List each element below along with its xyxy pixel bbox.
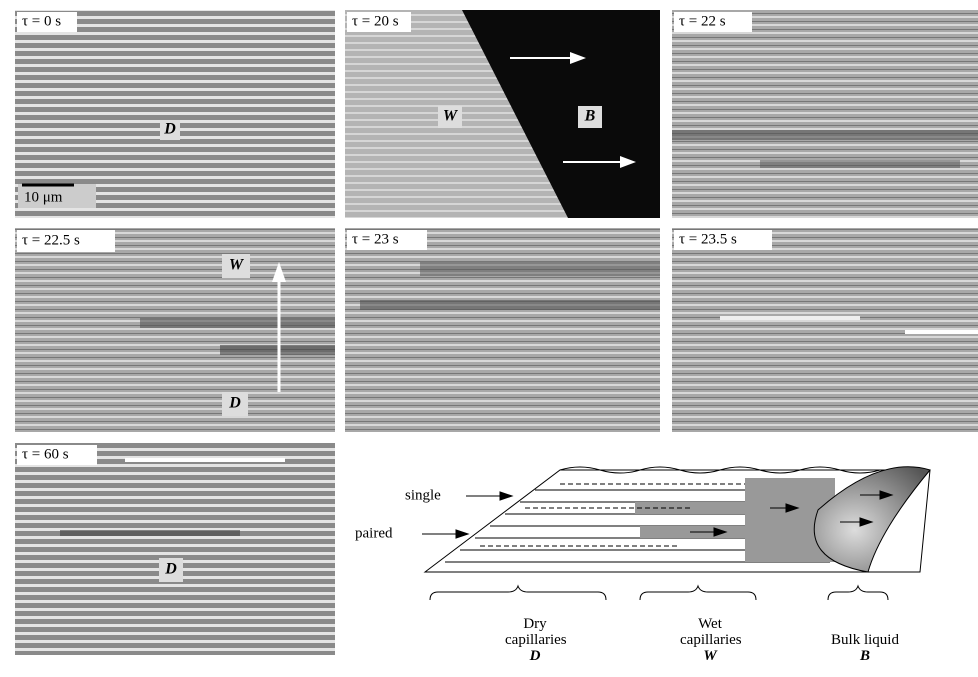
panel: τ = 22 s — [672, 10, 978, 218]
panel: τ = 20 s W B — [345, 10, 660, 218]
callout-label: single — [405, 487, 441, 503]
region-label: B — [584, 108, 596, 125]
time-label: τ = 20 s — [352, 13, 399, 29]
callout-label: paired — [355, 525, 393, 541]
region-name: Dry capillaries — [505, 616, 565, 648]
region-label: D — [163, 121, 176, 138]
time-label: τ = 60 s — [22, 446, 69, 462]
panel: τ = 60 s D — [15, 443, 335, 655]
panel: τ = 23.5 s — [672, 228, 978, 432]
region-caption: Dry capillaries D — [460, 616, 610, 676]
time-label: τ = 23 s — [352, 231, 399, 247]
region-label: D — [164, 561, 177, 578]
panel: τ = 22.5 s W D — [15, 228, 335, 432]
region-label: D — [228, 395, 241, 412]
region-name: Bulk liquid — [790, 632, 940, 648]
region-name: Wet capillaries — [680, 616, 740, 648]
panel: τ = 0 s D 10 μm — [15, 10, 335, 218]
region-caption: Wet capillaries W — [640, 616, 780, 676]
region-symbol: D — [460, 648, 610, 664]
time-label: τ = 22 s — [679, 13, 726, 29]
time-label: τ = 0 s — [22, 13, 61, 29]
region-caption: Bulk liquid B — [790, 632, 940, 676]
scale-bar-label: 10 μm — [24, 189, 63, 205]
figure: τ = 0 s D 10 μm τ = 20 s W B τ = 22 s τ … — [0, 0, 978, 677]
panel: τ = 23 s — [345, 228, 660, 432]
time-label: τ = 22.5 s — [22, 232, 80, 248]
region-label: W — [229, 257, 245, 274]
schematic — [422, 467, 930, 600]
region-symbol: B — [790, 648, 940, 664]
region-label: W — [443, 108, 459, 125]
time-label: τ = 23.5 s — [679, 231, 737, 247]
region-symbol: W — [640, 648, 780, 664]
